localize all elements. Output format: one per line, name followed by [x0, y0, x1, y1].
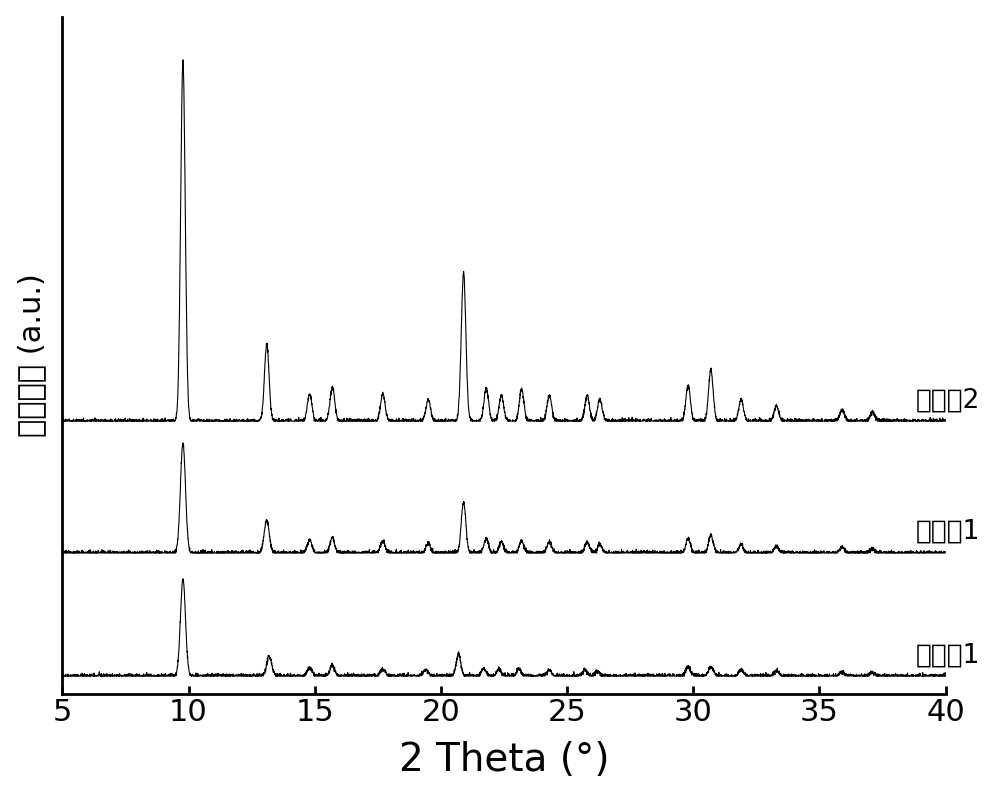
Y-axis label: 相对强度 (a.u.): 相对强度 (a.u.) [17, 273, 46, 437]
Text: 对比例2: 对比例2 [915, 387, 980, 413]
Text: 实施例1: 实施例1 [915, 519, 980, 545]
Text: 对比例1: 对比例1 [915, 642, 980, 668]
X-axis label: 2 Theta (°): 2 Theta (°) [399, 741, 609, 779]
